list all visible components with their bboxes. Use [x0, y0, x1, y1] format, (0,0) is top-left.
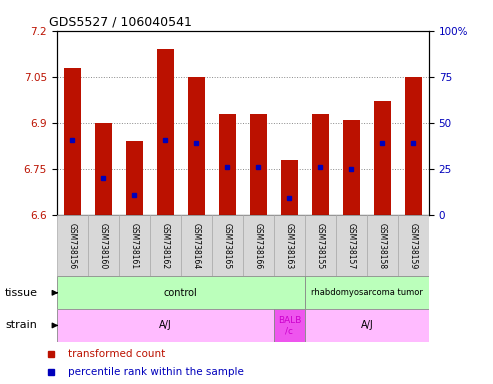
- Bar: [150, 215, 181, 276]
- Bar: [57, 276, 305, 309]
- Bar: [157, 49, 174, 215]
- Text: GSM738164: GSM738164: [192, 223, 201, 269]
- Bar: [219, 114, 236, 215]
- Text: A/J: A/J: [360, 320, 373, 331]
- Bar: [367, 215, 398, 276]
- Text: GSM738156: GSM738156: [68, 223, 77, 269]
- Bar: [281, 160, 298, 215]
- Bar: [212, 215, 243, 276]
- Text: GSM738162: GSM738162: [161, 223, 170, 269]
- Bar: [405, 77, 422, 215]
- Bar: [274, 309, 305, 342]
- Text: GSM738161: GSM738161: [130, 223, 139, 269]
- Text: GSM738158: GSM738158: [378, 223, 387, 269]
- Bar: [336, 215, 367, 276]
- Bar: [305, 215, 336, 276]
- Bar: [250, 114, 267, 215]
- Bar: [374, 101, 391, 215]
- Text: rhabdomyosarcoma tumor: rhabdomyosarcoma tumor: [311, 288, 423, 297]
- Text: GSM738160: GSM738160: [99, 223, 108, 269]
- Bar: [305, 309, 429, 342]
- Bar: [95, 123, 112, 215]
- Bar: [181, 215, 212, 276]
- Text: GSM738163: GSM738163: [285, 223, 294, 269]
- Text: GSM738165: GSM738165: [223, 223, 232, 269]
- Text: BALB
/c: BALB /c: [278, 316, 301, 335]
- Bar: [305, 276, 429, 309]
- Bar: [88, 215, 119, 276]
- Bar: [274, 215, 305, 276]
- Text: GSM738166: GSM738166: [254, 223, 263, 269]
- Text: strain: strain: [5, 320, 37, 331]
- Text: A/J: A/J: [159, 320, 172, 331]
- Text: percentile rank within the sample: percentile rank within the sample: [69, 366, 244, 377]
- Text: transformed count: transformed count: [69, 349, 166, 359]
- Text: control: control: [164, 288, 198, 298]
- Bar: [312, 114, 329, 215]
- Text: GSM738157: GSM738157: [347, 223, 356, 269]
- Bar: [398, 215, 429, 276]
- Text: GDS5527 / 106040541: GDS5527 / 106040541: [49, 15, 192, 28]
- Bar: [64, 68, 81, 215]
- Text: GSM738155: GSM738155: [316, 223, 325, 269]
- Bar: [243, 215, 274, 276]
- Text: tissue: tissue: [5, 288, 38, 298]
- Bar: [57, 309, 274, 342]
- Bar: [343, 120, 360, 215]
- Text: GSM738159: GSM738159: [409, 223, 418, 269]
- Bar: [188, 77, 205, 215]
- Bar: [126, 141, 143, 215]
- Bar: [57, 215, 88, 276]
- Bar: [119, 215, 150, 276]
